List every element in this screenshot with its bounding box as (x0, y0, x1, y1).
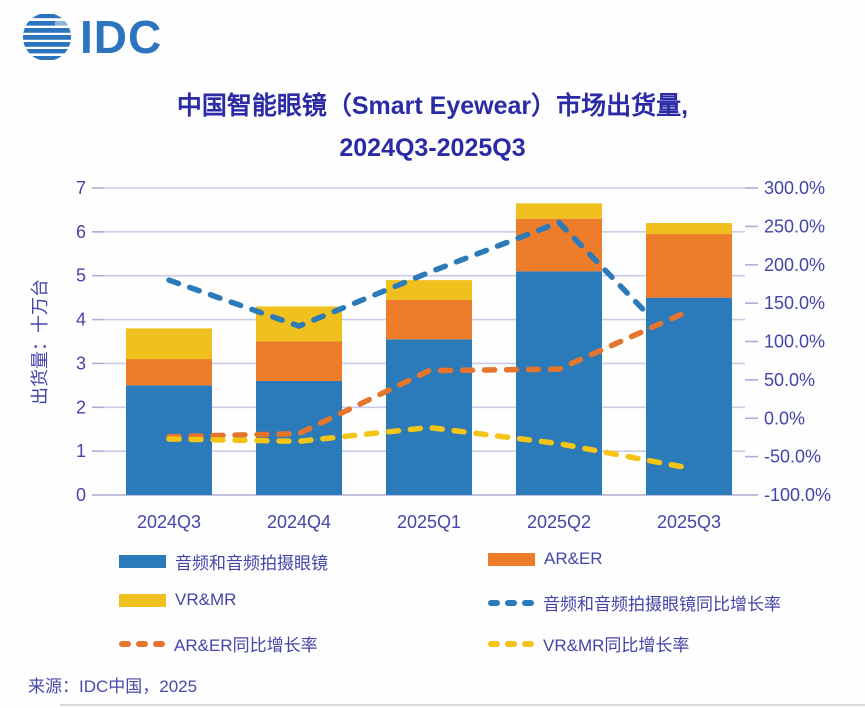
svg-text:2: 2 (76, 397, 86, 417)
legend-label: VR&MR (175, 590, 237, 609)
svg-text:250.0%: 250.0% (764, 216, 825, 236)
source-text: 来源：IDC中国，2025 (28, 677, 198, 696)
svg-text:-50.0%: -50.0% (764, 447, 821, 467)
legend-label: VR&MR同比增长率 (543, 636, 690, 655)
legend-swatch-ar-er (488, 552, 535, 566)
legend-swatch-audio-growth (488, 599, 534, 606)
legend-swatch-ar-er-growth (119, 640, 165, 647)
chart-title-line2: 2024Q3-2025Q3 (339, 134, 526, 162)
svg-text:2025Q1: 2025Q1 (397, 512, 461, 532)
svg-text:150.0%: 150.0% (764, 293, 825, 313)
svg-text:1: 1 (76, 441, 86, 461)
svg-text:2025Q3: 2025Q3 (657, 512, 721, 532)
stacked-bars (126, 203, 732, 495)
legend-label: 音频和音频拍摄眼镜 (175, 554, 328, 573)
svg-text:2025Q2: 2025Q2 (527, 512, 591, 532)
legend-item-vr-mr: VR&MR (119, 590, 236, 610)
legend-label: AR&ER (544, 549, 603, 568)
svg-text:4: 4 (76, 310, 86, 330)
x-axis-labels: 2024Q3 2024Q4 2025Q1 2025Q2 2025Q3 (137, 512, 721, 532)
svg-text:300.0%: 300.0% (764, 178, 825, 198)
svg-text:200.0%: 200.0% (764, 255, 825, 275)
svg-text:2024Q3: 2024Q3 (137, 512, 201, 532)
svg-text:0.0%: 0.0% (764, 408, 805, 428)
legend-swatch-audio-glasses (119, 555, 166, 568)
svg-text:3: 3 (76, 353, 86, 373)
idc-logo-text: IDC (80, 11, 163, 63)
svg-text:2024Q4: 2024Q4 (267, 512, 331, 532)
legend-item-audio-growth: 音频和音频拍摄眼镜同比增长率 (488, 590, 781, 615)
chart-title-line1: 中国智能眼镜（Smart Eyewear）市场出货量, (176, 92, 689, 120)
legend-item-vr-mr-growth: VR&MR同比增长率 (488, 631, 689, 656)
right-axis-labels: 300.0% 250.0% 200.0% 150.0% 100.0% 50.0% 0.0% -… (745, 178, 831, 505)
svg-text:50.0%: 50.0% (764, 370, 815, 390)
bottom-divider (60, 704, 865, 706)
idc-globe-icon (23, 14, 71, 60)
idc-logo: IDC (22, 12, 162, 62)
legend-label: 音频和音频拍摄眼镜同比增长率 (543, 595, 781, 614)
y-axis-title: 出货量：十万台 (30, 279, 50, 405)
svg-text:5: 5 (76, 266, 86, 286)
left-axis-labels: 0 1 2 3 4 5 6 7 (76, 178, 86, 505)
legend-item-ar-er-growth: AR&ER同比增长率 (119, 631, 318, 656)
svg-text:100.0%: 100.0% (764, 332, 825, 352)
svg-text:7: 7 (76, 178, 86, 198)
legend-label: AR&ER同比增长率 (174, 636, 318, 655)
legend-swatch-vr-mr (119, 593, 166, 607)
combo-chart: 0 1 2 3 4 5 6 7 300.0% 250.0% 200.0% 150.0% 100.0% 50… (30, 178, 831, 532)
chart-title: 中国智能眼镜（Smart Eyewear）市场出货量, 2024Q3-2025Q… (0, 86, 865, 163)
growth-lines (166, 219, 692, 471)
svg-text:-100.0%: -100.0% (764, 485, 831, 505)
svg-text:0: 0 (76, 485, 86, 505)
svg-text:6: 6 (76, 222, 86, 242)
legend-item-ar-er: AR&ER (488, 549, 603, 569)
legend-item-audio-glasses: 音频和音频拍摄眼镜 (119, 549, 328, 574)
legend-swatch-vr-mr-growth (488, 640, 534, 647)
